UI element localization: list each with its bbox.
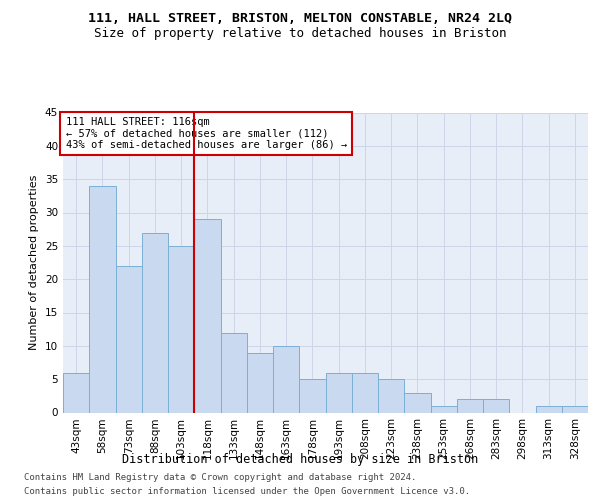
Bar: [273, 346, 299, 412]
Bar: [221, 332, 247, 412]
Bar: [483, 399, 509, 412]
Text: Contains public sector information licensed under the Open Government Licence v3: Contains public sector information licen…: [24, 488, 470, 496]
Text: Size of property relative to detached houses in Briston: Size of property relative to detached ho…: [94, 28, 506, 40]
Bar: [325, 372, 352, 412]
Bar: [352, 372, 378, 412]
Bar: [457, 399, 483, 412]
Bar: [404, 392, 431, 412]
Bar: [63, 372, 89, 412]
Bar: [536, 406, 562, 412]
Text: 111, HALL STREET, BRISTON, MELTON CONSTABLE, NR24 2LQ: 111, HALL STREET, BRISTON, MELTON CONSTA…: [88, 12, 512, 26]
Bar: [378, 379, 404, 412]
Bar: [299, 379, 325, 412]
Bar: [562, 406, 588, 412]
Bar: [168, 246, 194, 412]
Bar: [115, 266, 142, 412]
Bar: [247, 352, 273, 412]
Bar: [142, 232, 168, 412]
Text: Distribution of detached houses by size in Briston: Distribution of detached houses by size …: [122, 452, 478, 466]
Y-axis label: Number of detached properties: Number of detached properties: [29, 175, 40, 350]
Text: Contains HM Land Registry data © Crown copyright and database right 2024.: Contains HM Land Registry data © Crown c…: [24, 472, 416, 482]
Bar: [194, 219, 221, 412]
Bar: [89, 186, 115, 412]
Text: 111 HALL STREET: 116sqm
← 57% of detached houses are smaller (112)
43% of semi-d: 111 HALL STREET: 116sqm ← 57% of detache…: [65, 117, 347, 150]
Bar: [431, 406, 457, 412]
